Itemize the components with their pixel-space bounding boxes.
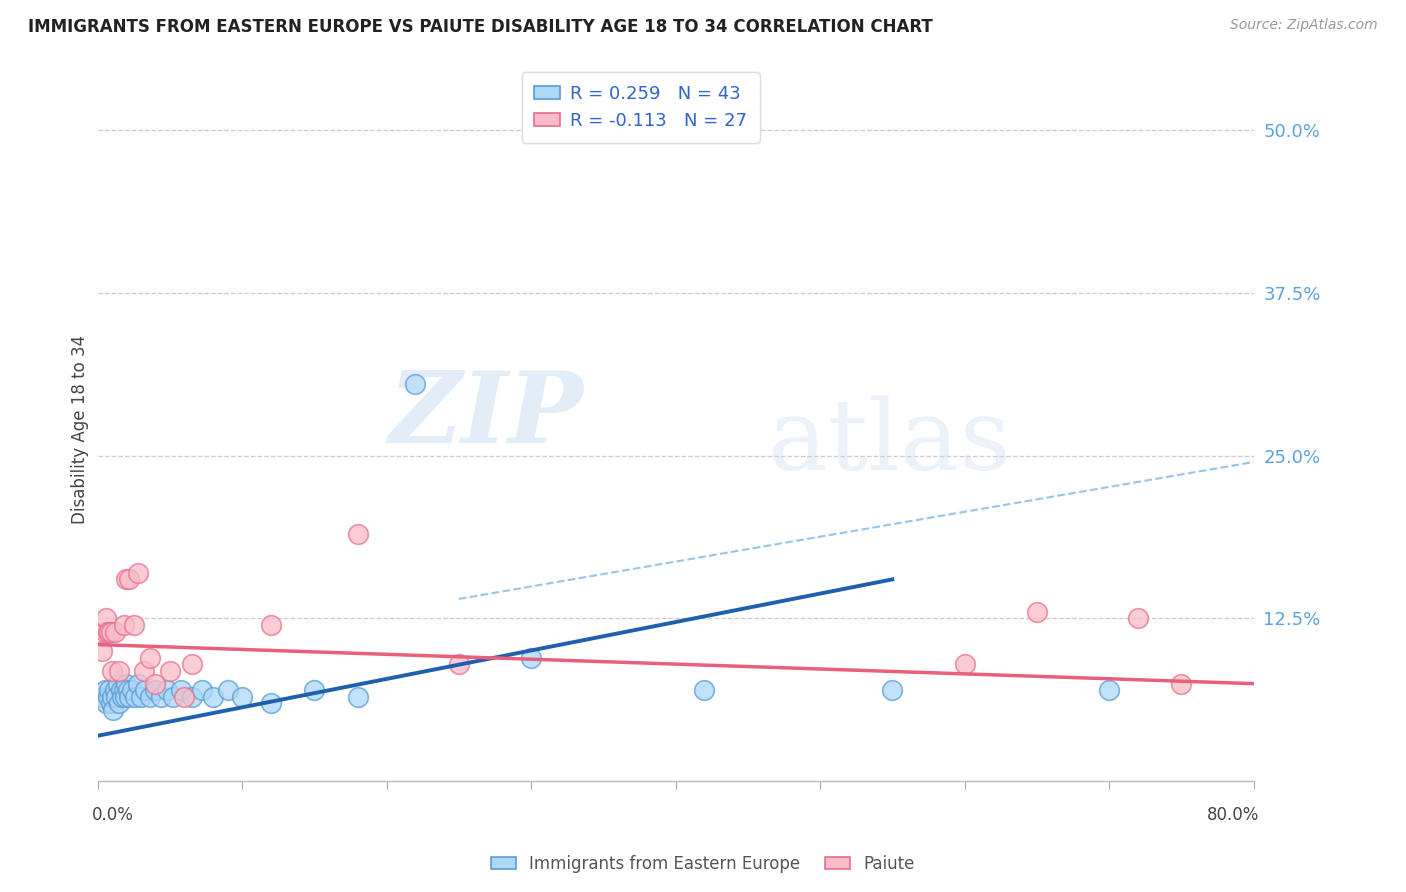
Point — [260, 618, 283, 632]
Point — [129, 690, 152, 704]
Point — [346, 526, 368, 541]
Point — [98, 624, 121, 639]
Point — [132, 664, 155, 678]
Legend: R = 0.259   N = 43, R = -0.113   N = 27: R = 0.259 N = 43, R = -0.113 N = 27 — [522, 72, 761, 143]
Point — [134, 683, 156, 698]
Point — [162, 690, 184, 704]
Point — [1170, 676, 1192, 690]
Point — [145, 683, 167, 698]
Point — [115, 676, 138, 690]
Point — [1098, 683, 1121, 698]
Point — [115, 573, 138, 587]
Point — [101, 664, 124, 678]
Point — [111, 690, 134, 704]
Text: ZIP: ZIP — [388, 368, 583, 464]
Point — [121, 683, 143, 698]
Point — [108, 664, 131, 678]
Point — [520, 650, 543, 665]
Point — [104, 624, 127, 639]
Point — [953, 657, 976, 672]
Point — [124, 690, 146, 704]
Point — [882, 683, 904, 698]
Point — [110, 683, 132, 698]
Point — [170, 683, 193, 698]
Point — [103, 703, 125, 717]
Point — [1126, 611, 1149, 625]
Point — [447, 657, 470, 672]
Point — [98, 683, 121, 698]
Point — [202, 690, 225, 704]
Point — [159, 664, 181, 678]
Point — [97, 690, 120, 704]
Point — [100, 696, 122, 710]
Point — [138, 690, 160, 704]
Point — [100, 624, 122, 639]
Point — [180, 657, 202, 672]
Point — [90, 690, 112, 704]
Point — [117, 683, 139, 698]
Point — [97, 624, 120, 639]
Text: atlas: atlas — [768, 396, 1011, 491]
Text: IMMIGRANTS FROM EASTERN EUROPE VS PAIUTE DISABILITY AGE 18 TO 34 CORRELATION CHA: IMMIGRANTS FROM EASTERN EUROPE VS PAIUTE… — [28, 18, 932, 36]
Point — [405, 376, 427, 391]
Point — [190, 683, 212, 698]
Point — [114, 690, 136, 704]
Point — [217, 683, 239, 698]
Legend: Immigrants from Eastern Europe, Paiute: Immigrants from Eastern Europe, Paiute — [484, 848, 922, 880]
Point — [346, 690, 368, 704]
Text: 80.0%: 80.0% — [1206, 806, 1260, 824]
Point — [127, 566, 149, 580]
Point — [96, 696, 118, 710]
Point — [693, 683, 716, 698]
Text: Source: ZipAtlas.com: Source: ZipAtlas.com — [1230, 18, 1378, 32]
Point — [1025, 605, 1047, 619]
Point — [127, 676, 149, 690]
Point — [260, 696, 283, 710]
Point — [104, 683, 127, 698]
Point — [108, 696, 131, 710]
Point — [231, 690, 253, 704]
Point — [94, 683, 117, 698]
Point — [118, 690, 141, 704]
Point — [112, 683, 135, 698]
Point — [156, 683, 179, 698]
Point — [173, 690, 195, 704]
Point — [90, 644, 112, 658]
Point — [118, 573, 141, 587]
Text: 0.0%: 0.0% — [91, 806, 134, 824]
Point — [112, 618, 135, 632]
Point — [180, 690, 202, 704]
Point — [101, 690, 124, 704]
Point — [138, 650, 160, 665]
Point — [94, 624, 117, 639]
Point — [107, 676, 129, 690]
Point — [122, 618, 145, 632]
Y-axis label: Disability Age 18 to 34: Disability Age 18 to 34 — [72, 334, 89, 524]
Point — [145, 676, 167, 690]
Point — [304, 683, 326, 698]
Point — [105, 690, 128, 704]
Point — [96, 611, 118, 625]
Point — [150, 690, 173, 704]
